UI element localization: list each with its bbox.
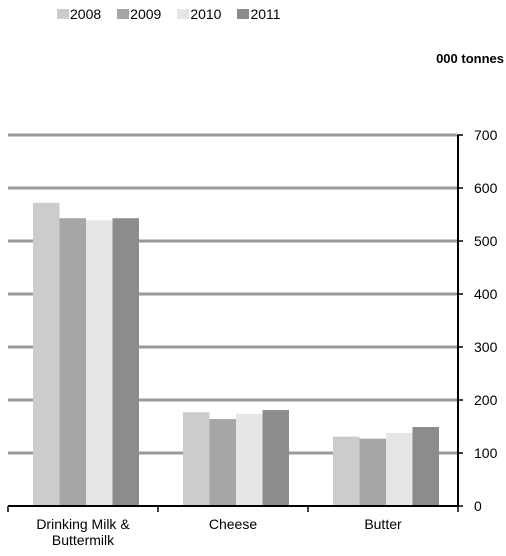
category-label: Butter: [364, 516, 402, 532]
bar-2009-1: [209, 419, 236, 506]
y-tick-label: 0: [474, 498, 482, 514]
bar-2008-0: [33, 202, 60, 506]
y-tick-label: 500: [474, 233, 498, 249]
bar-2008-1: [183, 412, 210, 506]
legend-label: 2009: [130, 6, 162, 22]
legend-item-2008: 2008: [57, 6, 101, 22]
legend-swatch: [177, 9, 190, 19]
bar-2010-2: [386, 432, 413, 506]
y-tick-label: 600: [474, 180, 498, 196]
bar-2008-2: [333, 436, 360, 506]
y-tick-label: 100: [474, 445, 498, 461]
legend-item-2011: 2011: [237, 6, 281, 22]
y-tick-label: 200: [474, 392, 498, 408]
bar-2010-1: [236, 413, 263, 506]
bar-2011-2: [412, 427, 439, 506]
category-label: Cheese: [209, 516, 257, 532]
y-tick-label: 300: [474, 339, 498, 355]
legend-swatch: [237, 9, 250, 19]
legend-swatch: [117, 9, 130, 19]
legend-item-2009: 2009: [117, 6, 161, 22]
legend-label: 2008: [70, 6, 102, 22]
category-label: Buttermilk: [52, 532, 115, 548]
category-label: Drinking Milk &: [36, 516, 130, 532]
legend-swatch: [57, 9, 69, 19]
legend-label: 2011: [250, 6, 281, 22]
legend-item-2010: 2010: [177, 6, 221, 22]
y-tick-label: 400: [474, 286, 498, 302]
bar-2010-0: [86, 220, 113, 506]
bar-2011-0: [112, 218, 139, 506]
y-tick-label: 700: [474, 127, 498, 143]
bar-2011-1: [262, 410, 289, 506]
bar-2009-2: [359, 438, 386, 506]
legend-label: 2010: [190, 6, 222, 22]
chart-legend: 2008 2009 2010 2011: [57, 6, 297, 22]
y-axis-unit-label: 000 tonnes: [436, 51, 504, 66]
bar-2009-0: [59, 218, 86, 506]
